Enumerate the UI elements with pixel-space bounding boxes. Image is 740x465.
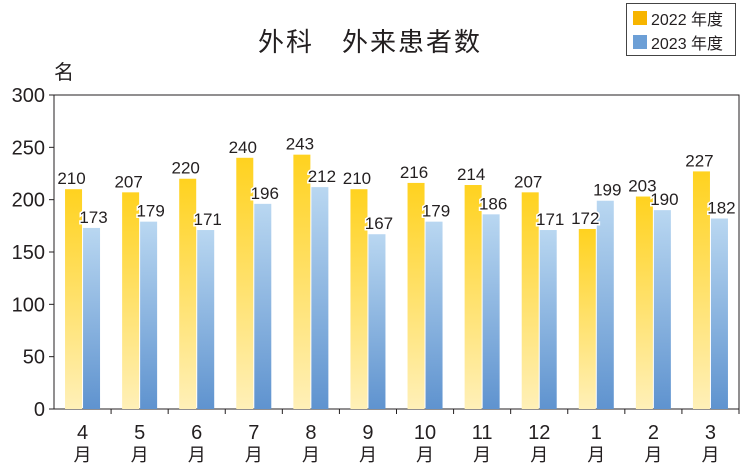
data-label: 171 xyxy=(194,210,222,229)
x-tick-unit-label: 月 xyxy=(644,445,662,465)
bar-2023 xyxy=(653,210,671,409)
x-tick-label: 9 xyxy=(362,422,373,444)
x-tick-unit-label: 月 xyxy=(302,445,320,465)
data-label: 207 xyxy=(114,172,142,191)
bar-2023 xyxy=(539,230,557,409)
legend-swatch-2022 xyxy=(633,11,647,25)
x-tick-label: 11 xyxy=(472,422,493,444)
legend-label-2022: 2022 年度 xyxy=(651,12,724,29)
data-label: 199 xyxy=(593,181,621,200)
bar-2022 xyxy=(407,182,425,409)
y-tick-label: 150 xyxy=(12,242,45,264)
bar-2022 xyxy=(350,189,368,409)
y-tick-label: 0 xyxy=(34,399,45,421)
data-label: 214 xyxy=(457,165,485,184)
data-label: 243 xyxy=(286,135,314,154)
bar-2022 xyxy=(122,192,140,409)
x-tick-unit-label: 月 xyxy=(701,445,719,465)
data-labels: 210 207 220 240 243 210 216 214 207 172 203 227 173 1… xyxy=(56,133,737,235)
x-tick-unit-label: 月 xyxy=(74,445,92,465)
data-label: 179 xyxy=(136,202,164,221)
x-tick-unit-label: 月 xyxy=(359,445,377,465)
x-tick-unit-label: 月 xyxy=(530,445,548,465)
legend-swatch-2023 xyxy=(633,35,647,49)
x-tick-label: 3 xyxy=(705,422,716,444)
bar-2023 xyxy=(83,227,101,409)
legend-item-2022: 2022 年度 xyxy=(633,8,724,29)
bar-2022 xyxy=(293,154,311,409)
bar-2022 xyxy=(521,192,539,409)
bar-2023 xyxy=(368,234,386,409)
x-tick-label: 4 xyxy=(77,422,88,444)
data-label: 179 xyxy=(422,202,450,221)
bar-2023 xyxy=(254,203,272,409)
bar-2023 xyxy=(197,230,215,409)
data-label: 196 xyxy=(251,184,279,203)
data-label: 190 xyxy=(650,190,678,209)
bar-2023 xyxy=(140,221,158,409)
x-tick-unit-label: 月 xyxy=(416,445,434,465)
bar-2023 xyxy=(482,214,500,409)
data-label: 216 xyxy=(400,163,428,182)
bar-2022 xyxy=(236,157,254,409)
x-tick-label: 10 xyxy=(414,422,436,444)
bar-2022 xyxy=(578,228,596,409)
data-label: 227 xyxy=(685,151,713,170)
x-tick-label: 8 xyxy=(305,422,316,444)
y-tick-label: 50 xyxy=(23,347,45,369)
axes: 0501001502002503004月5月6月7月8月9月10月11月12月1… xyxy=(12,85,740,465)
data-label: 240 xyxy=(229,138,257,157)
bar-2023 xyxy=(425,221,443,409)
data-label: 207 xyxy=(514,172,542,191)
x-tick-unit-label: 月 xyxy=(245,445,263,465)
data-label: 173 xyxy=(79,208,107,227)
bar-2022 xyxy=(635,196,653,409)
data-label: 210 xyxy=(343,169,371,188)
x-tick-unit-label: 月 xyxy=(131,445,149,465)
bar-2022 xyxy=(179,178,197,409)
data-label: 212 xyxy=(308,167,336,186)
bar-2023 xyxy=(596,200,614,409)
x-tick-unit-label: 月 xyxy=(473,445,491,465)
legend: 2022 年度 2023 年度 xyxy=(626,3,736,56)
chart-title: 外科 外来患者数 xyxy=(257,28,482,58)
y-tick-label: 200 xyxy=(12,190,45,212)
bar-2022 xyxy=(65,189,83,409)
legend-item-2023: 2023 年度 xyxy=(633,32,724,53)
bar-2023 xyxy=(311,187,329,409)
data-label: 171 xyxy=(536,210,564,229)
x-tick-label: 6 xyxy=(191,422,202,444)
data-label: 172 xyxy=(571,209,599,228)
legend-label-2023: 2023 年度 xyxy=(651,36,724,53)
x-tick-unit-label: 月 xyxy=(587,445,605,465)
x-tick-label: 12 xyxy=(528,422,550,444)
bar-2023 xyxy=(710,218,728,409)
data-label: 220 xyxy=(172,159,200,178)
y-tick-label: 300 xyxy=(12,85,45,107)
data-label: 167 xyxy=(365,214,393,233)
data-label: 203 xyxy=(628,177,656,196)
y-tick-label: 250 xyxy=(12,137,45,159)
x-tick-label: 7 xyxy=(248,422,259,444)
x-tick-unit-label: 月 xyxy=(188,445,206,465)
data-label: 186 xyxy=(479,194,507,213)
bar-2022 xyxy=(692,171,710,409)
bars xyxy=(65,154,728,409)
y-axis-unit-label: 名 xyxy=(54,60,74,84)
y-tick-label: 100 xyxy=(12,294,45,316)
bar-2022 xyxy=(464,185,482,409)
data-label: 210 xyxy=(57,169,85,188)
data-label: 182 xyxy=(707,199,735,218)
x-tick-label: 5 xyxy=(134,422,145,444)
x-tick-label: 2 xyxy=(648,422,659,444)
x-tick-label: 1 xyxy=(591,422,602,444)
